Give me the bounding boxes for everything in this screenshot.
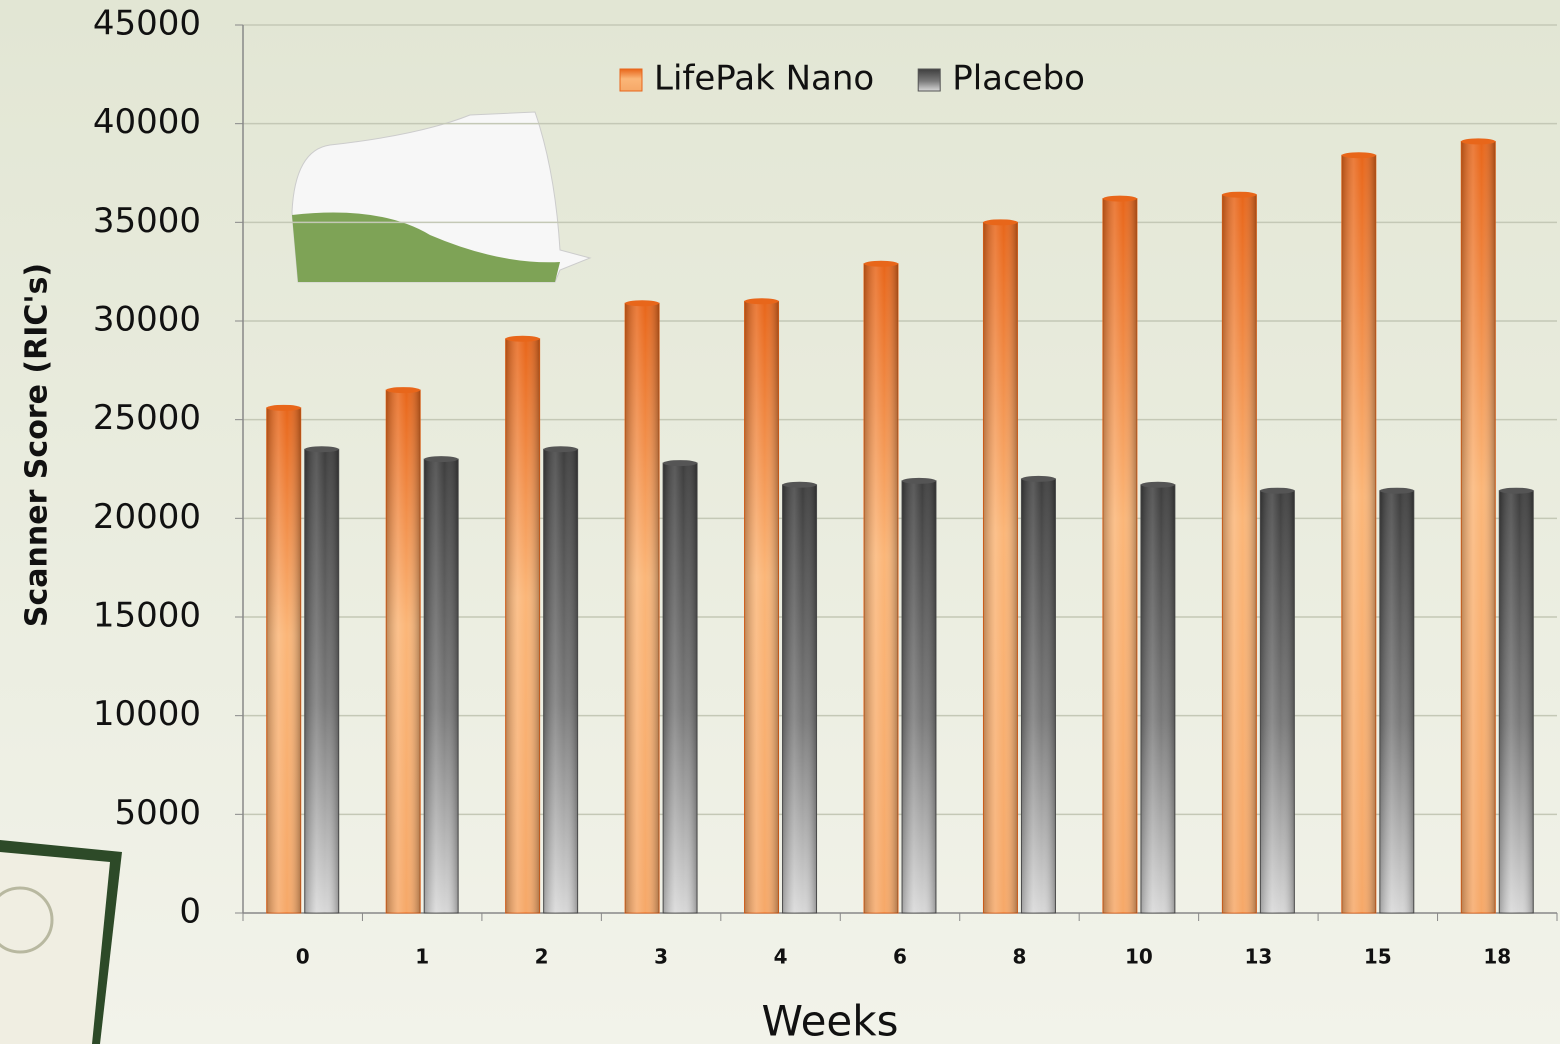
bar-shade — [1461, 141, 1496, 914]
bar-cap — [1499, 487, 1534, 494]
legend-swatch — [619, 68, 643, 92]
y-axis-title: Scanner Score (RIC's) — [20, 263, 55, 627]
bar-cap — [543, 446, 578, 453]
bar-cap — [1222, 191, 1257, 198]
y-tick-label: 20000 — [93, 497, 201, 537]
bar-cap — [1379, 487, 1414, 494]
bar-shade — [1341, 155, 1376, 914]
bar-cap — [663, 460, 698, 467]
bar-shade — [864, 263, 898, 914]
x-axis-title: Weeks — [762, 997, 899, 1044]
x-tick-label: 10 — [1125, 945, 1153, 969]
x-tick-label: 6 — [893, 945, 907, 969]
legend-label: LifePak Nano — [654, 59, 874, 99]
bar-cap — [782, 481, 817, 488]
bar-shade — [543, 449, 578, 913]
y-tick-label: 15000 — [93, 596, 201, 636]
bar-cap — [386, 387, 421, 394]
bar-shade — [304, 449, 339, 913]
x-tick-label: 8 — [1012, 945, 1026, 969]
bar-shade — [744, 301, 779, 913]
bar-shade — [782, 484, 817, 913]
bar-cap — [1260, 487, 1295, 494]
bar-cap — [1341, 152, 1376, 159]
bar-cap — [1102, 195, 1137, 202]
bar-shade — [1021, 478, 1056, 913]
bar-cap — [1140, 481, 1175, 488]
bar-cap — [266, 404, 301, 411]
bar-cap — [625, 300, 660, 307]
x-tick-label: 18 — [1483, 945, 1511, 969]
bar-shade — [1140, 484, 1175, 913]
bar-shade — [1260, 490, 1295, 913]
x-tick-label: 3 — [654, 945, 668, 969]
bar-shade — [266, 407, 301, 913]
bar-shade — [1102, 198, 1137, 914]
x-tick-label: 2 — [535, 945, 549, 969]
x-tick-label: 4 — [774, 945, 788, 969]
bar-cap — [983, 219, 1018, 226]
bar-cap — [424, 456, 459, 463]
product-box-image — [0, 840, 122, 1044]
y-tick-label: 0 — [179, 892, 201, 932]
bar-shade — [1379, 490, 1414, 913]
bar-cap — [1021, 475, 1056, 482]
bar-cap — [744, 298, 779, 305]
bar-shade — [663, 463, 698, 913]
x-tick-label: 1 — [415, 945, 429, 969]
bar-cap — [902, 477, 936, 484]
x-tick-label: 15 — [1364, 945, 1392, 969]
bar-shade — [505, 338, 540, 913]
bar-cap — [864, 260, 898, 267]
x-tick-label: 0 — [296, 945, 310, 969]
legend-label: Placebo — [952, 59, 1085, 99]
bar-shade — [625, 303, 660, 913]
y-tick-label: 25000 — [93, 398, 201, 438]
bar-shade — [386, 390, 421, 914]
legend-swatch — [917, 68, 941, 92]
bar-shade — [983, 222, 1018, 914]
bar-cap — [505, 335, 540, 342]
y-tick-label: 10000 — [93, 694, 201, 734]
y-tick-label: 40000 — [93, 102, 201, 142]
x-tick-label: 13 — [1244, 945, 1272, 969]
y-tick-label: 35000 — [93, 201, 201, 241]
bar-shade — [1499, 490, 1534, 913]
bar-shade — [1222, 194, 1257, 913]
y-tick-label: 30000 — [93, 300, 201, 340]
y-tick-label: 45000 — [93, 4, 201, 44]
bar-shade — [902, 480, 936, 913]
bar-shade — [424, 459, 459, 913]
bar-cap — [1461, 138, 1496, 145]
scanner-image — [291, 111, 592, 283]
bar-cap — [304, 446, 339, 453]
y-tick-label: 5000 — [114, 793, 201, 833]
